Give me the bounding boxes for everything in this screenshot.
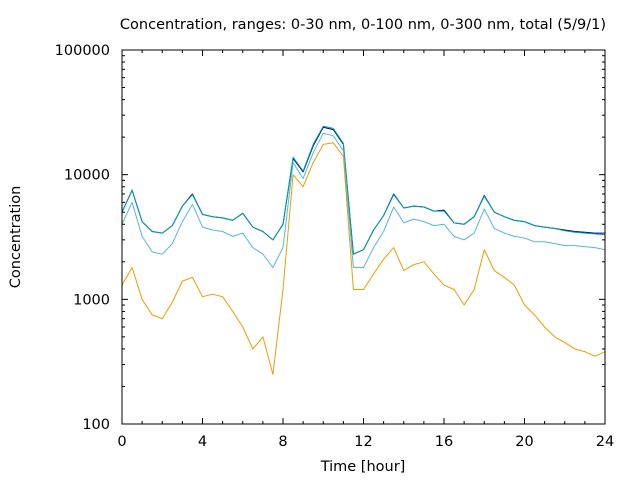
x-tick-label: 0 <box>117 434 126 450</box>
series-line-4 <box>121 142 606 375</box>
x-axis-label: Time [hour] <box>320 459 406 475</box>
y-tick-label: 1000 <box>73 292 110 308</box>
x-tick-label: 4 <box>198 434 207 450</box>
chart-title: Concentration, ranges: 0-30 nm, 0-100 nm… <box>120 17 606 33</box>
x-tick-label: 16 <box>435 434 453 450</box>
series-line-3 <box>121 132 606 268</box>
series-line-1 <box>121 126 605 255</box>
x-tick-label: 20 <box>515 434 533 450</box>
plot-frame <box>121 49 606 425</box>
series-line-2 <box>121 125 606 255</box>
y-tick-label: 100000 <box>55 43 110 59</box>
x-tick-label: 24 <box>596 434 614 450</box>
axis-layer: 0 4 8 12 16 20 24 100 1000 10000 100000 <box>55 43 615 450</box>
x-tick-label: 12 <box>354 434 372 450</box>
y-tick-label: 10000 <box>64 168 110 184</box>
y-axis-label: Concentration <box>8 186 24 289</box>
x-tick-label: 8 <box>278 434 287 450</box>
series-layer <box>121 125 606 375</box>
y-tick-label: 100 <box>82 417 110 433</box>
